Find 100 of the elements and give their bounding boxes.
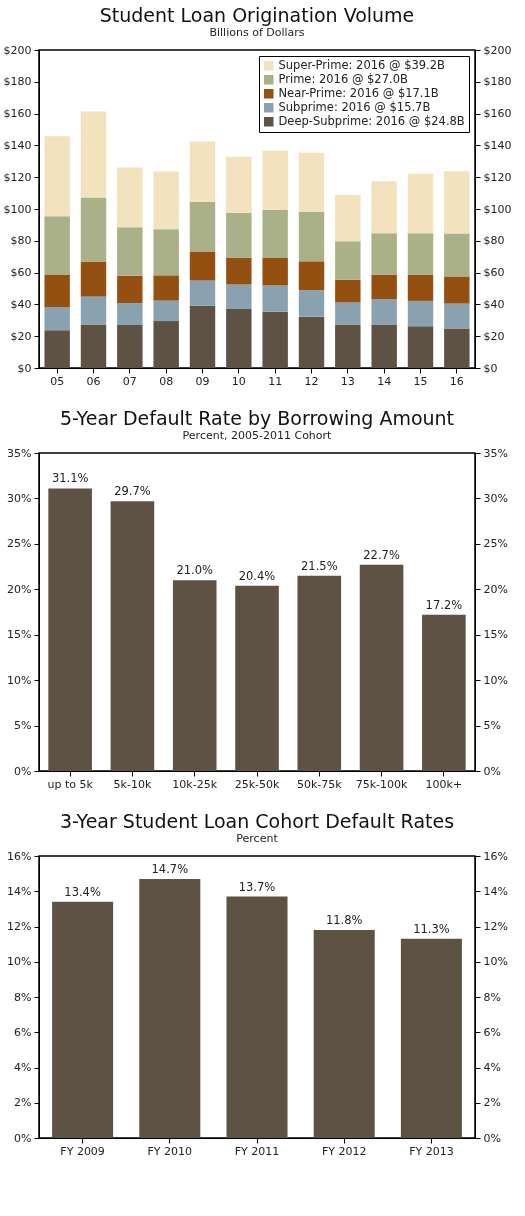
bar [80, 111, 107, 198]
y-tick-label: $0 [17, 361, 32, 375]
bar [335, 302, 361, 325]
x-tick-label: FY 2012 [321, 1144, 367, 1158]
chart-title: Student Loan Origination Volume [99, 4, 415, 26]
bar [444, 303, 470, 329]
y-tick-label: 5% [14, 719, 32, 733]
bar [44, 274, 70, 308]
bar [44, 216, 70, 275]
bar [371, 181, 397, 234]
bar [400, 938, 462, 1138]
bar [153, 300, 179, 322]
y-tick-label: $160 [3, 107, 32, 121]
y2-tick-label: 12% [483, 920, 508, 933]
bar [298, 211, 325, 262]
x-tick-label: 09 [195, 374, 210, 388]
x-tick-label: FY 2011 [234, 1144, 280, 1158]
y-tick-label: 0% [14, 1131, 32, 1145]
bar [371, 274, 397, 300]
x-tick-label: 100k+ [425, 777, 463, 791]
y2-tick-label: 2% [483, 1096, 501, 1110]
bar [44, 136, 70, 217]
x-tick-label: 11 [268, 374, 283, 388]
data-label: 11.8% [325, 913, 363, 928]
bar [117, 303, 143, 326]
bar [262, 209, 288, 258]
bar [52, 901, 114, 1138]
bar [335, 324, 361, 368]
x-tick-label: 15 [413, 374, 428, 388]
bar [189, 141, 216, 202]
bar [313, 930, 375, 1138]
data-label: 13.7% [238, 879, 276, 894]
bar [407, 173, 434, 234]
bar [262, 257, 288, 286]
x-tick-label: up to 5k [47, 777, 94, 791]
legend-label: Prime: 2016 @ $27.0B [278, 71, 408, 86]
bar [262, 311, 288, 368]
y2-tick-label: $100 [483, 202, 512, 216]
bar [335, 241, 361, 280]
y2-tick-label: 0% [483, 1131, 501, 1145]
x-tick-label: FY 2009 [60, 1144, 105, 1158]
bar [189, 202, 216, 252]
bar [226, 257, 252, 285]
bar [226, 156, 252, 213]
bar [444, 171, 470, 234]
bar [298, 290, 325, 317]
bar [262, 285, 288, 312]
bar [371, 299, 397, 325]
y2-tick-label: $200 [483, 43, 512, 57]
y-tick-label: 30% [7, 491, 32, 505]
bar [298, 316, 325, 368]
bar [297, 575, 342, 771]
bar [407, 233, 434, 275]
bar [44, 307, 70, 331]
bar [80, 324, 107, 368]
y2-tick-label: $60 [483, 266, 505, 280]
data-label: 21.5% [301, 558, 338, 573]
bar [139, 878, 201, 1138]
bar [335, 279, 361, 303]
y2-tick-label: 4% [483, 1061, 501, 1074]
chart-subtitle: Percent [236, 832, 279, 845]
x-tick-label: 16 [449, 374, 464, 388]
data-label: 31.1% [51, 471, 89, 486]
x-tick-label: 07 [122, 374, 137, 388]
bar [80, 261, 107, 297]
x-tick-label: 5k-10k [113, 777, 152, 791]
data-label: 13.4% [64, 884, 101, 899]
y-tick-label: $120 [3, 170, 32, 184]
y2-tick-label: 8% [483, 990, 501, 1004]
bar [444, 328, 470, 368]
y-tick-label: 15% [7, 628, 32, 642]
legend-label: Deep-Subprime: 2016 @ $24.8B [278, 113, 465, 128]
bar [226, 284, 252, 310]
bar [153, 229, 179, 276]
y-tick-label: $60 [10, 266, 32, 280]
bar [189, 251, 216, 281]
bar [153, 275, 179, 301]
bar [422, 614, 466, 771]
y-tick-label: 6% [14, 1025, 32, 1039]
data-label: 14.7% [151, 861, 189, 876]
y2-tick-label: 16% [483, 849, 508, 863]
y2-tick-label: $0 [483, 361, 498, 375]
chart-title: 5-Year Default Rate by Borrowing Amount [59, 407, 455, 429]
bar [262, 150, 288, 210]
y2-tick-label: 35% [483, 446, 508, 460]
x-tick-label: 25k-50k [234, 777, 280, 791]
y2-tick-label: $80 [483, 234, 505, 248]
bar [80, 296, 107, 325]
bar [407, 326, 434, 368]
y-tick-label: $200 [3, 43, 32, 57]
y2-tick-label: 6% [483, 1025, 501, 1039]
bar [444, 233, 470, 277]
x-tick-label: 10k-25k [172, 777, 218, 791]
data-label: 21.0% [176, 563, 214, 578]
bar [48, 488, 92, 771]
y-tick-label: 10% [7, 673, 32, 687]
y-tick-label: $100 [3, 202, 32, 216]
y-tick-label: 10% [7, 955, 32, 969]
x-tick-label: 06 [86, 374, 101, 388]
y2-tick-label: 20% [483, 582, 508, 596]
